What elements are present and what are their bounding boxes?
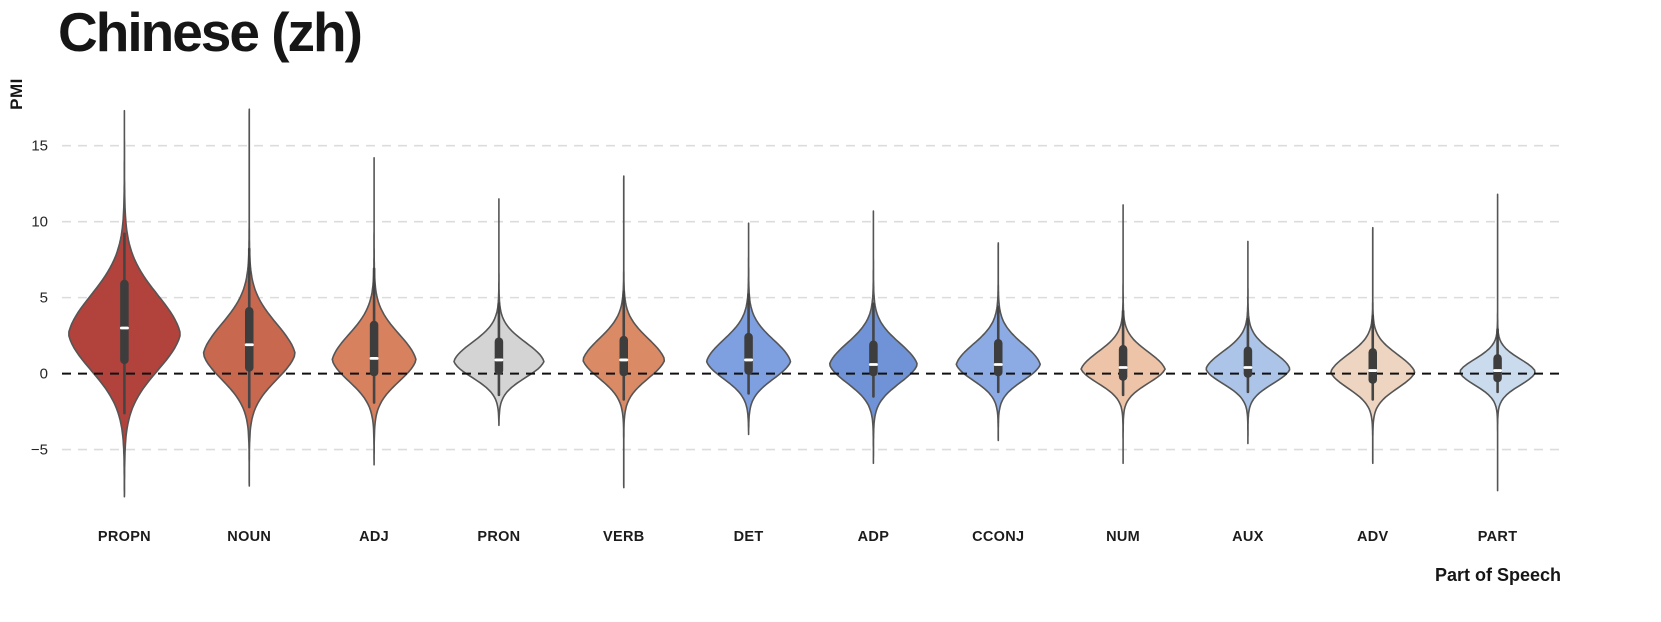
median-marker-part (1493, 369, 1503, 372)
y-tick-label: 15 (31, 138, 48, 155)
x-category-label: NOUN (227, 529, 271, 545)
x-category-label: VERB (603, 529, 645, 545)
y-tick-label: 0 (40, 366, 48, 383)
x-axis-label: Part of Speech (1434, 565, 1561, 585)
x-category-label: PRON (477, 529, 520, 545)
x-category-label: DET (734, 529, 764, 545)
y-tick-label: 10 (31, 214, 48, 231)
median-marker-adv (1368, 369, 1378, 372)
x-category-label: PART (1478, 529, 1518, 545)
x-category-label: NUM (1106, 529, 1140, 545)
x-category-label: AUX (1232, 529, 1264, 545)
x-category-label: ADJ (359, 529, 389, 545)
x-category-label: ADP (858, 529, 890, 545)
median-marker-det (744, 358, 754, 362)
median-marker-verb (619, 358, 629, 362)
median-marker-adj (369, 357, 379, 360)
y-tick-label: 5 (40, 290, 48, 307)
median-marker-pron (494, 358, 504, 362)
median-marker-num (1118, 366, 1128, 369)
x-category-label: PROPN (98, 529, 151, 545)
chart-title: Chinese (zh) (58, 1, 363, 63)
median-marker-adp (868, 363, 878, 366)
y-tick-label: −5 (31, 442, 48, 459)
median-marker-aux (1243, 366, 1253, 369)
x-category-label: CCONJ (972, 529, 1024, 545)
median-marker-propn (119, 326, 129, 330)
x-category-label: ADV (1357, 529, 1389, 545)
median-marker-cconj (993, 363, 1003, 366)
median-marker-noun (244, 343, 254, 347)
y-axis-label: PMI (7, 78, 26, 110)
